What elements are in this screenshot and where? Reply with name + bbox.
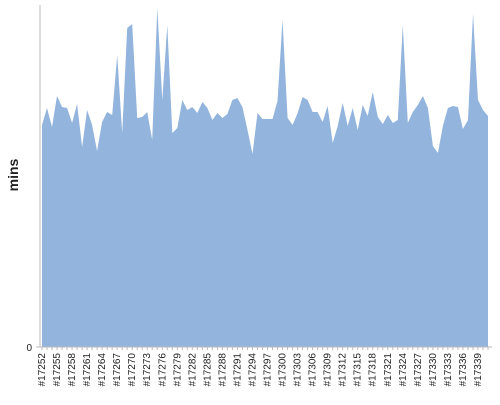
x-tick-label: #17267: [112, 353, 123, 387]
x-tick-label: #17303: [293, 353, 304, 387]
x-tick-label: #17258: [67, 353, 78, 387]
x-tick-label: #17255: [52, 353, 63, 387]
x-tick-label: #17276: [157, 353, 168, 387]
x-tick-label: #17252: [37, 353, 48, 387]
x-tick-label: #17297: [263, 353, 274, 387]
x-tick-label: #17285: [202, 353, 213, 387]
x-tick-label: #17324: [398, 353, 409, 387]
x-tick-label: #17321: [383, 353, 394, 387]
x-tick-label: #17315: [353, 353, 364, 387]
y-axis-label: mins: [5, 158, 21, 191]
area: [42, 8, 488, 347]
x-tick-label: #17261: [82, 353, 93, 387]
x-tick-label: #17273: [142, 353, 153, 387]
x-tick-label: #17306: [308, 353, 319, 387]
x-tick-label: #17339: [473, 353, 484, 387]
x-tick-label: #17327: [413, 353, 424, 387]
x-tick-label: #17312: [338, 353, 349, 387]
x-tick-label: #17288: [217, 353, 228, 387]
x-tick-label: #17282: [187, 353, 198, 387]
x-tick-label: #17333: [443, 353, 454, 387]
y-tick-label: 0: [26, 343, 32, 354]
x-tick-label: #17330: [428, 353, 439, 387]
x-tick-label: #17300: [278, 353, 289, 387]
x-tick-label: #17294: [247, 353, 258, 387]
x-tick-label: #17336: [458, 353, 469, 387]
x-tick-label: #17279: [172, 353, 183, 387]
x-tick-label: #17291: [232, 353, 243, 387]
x-tick-label: #17318: [368, 353, 379, 387]
x-tick-label: #17309: [323, 353, 334, 387]
x-tick-label: #17270: [127, 353, 138, 387]
x-tick-label: #17264: [97, 353, 108, 387]
